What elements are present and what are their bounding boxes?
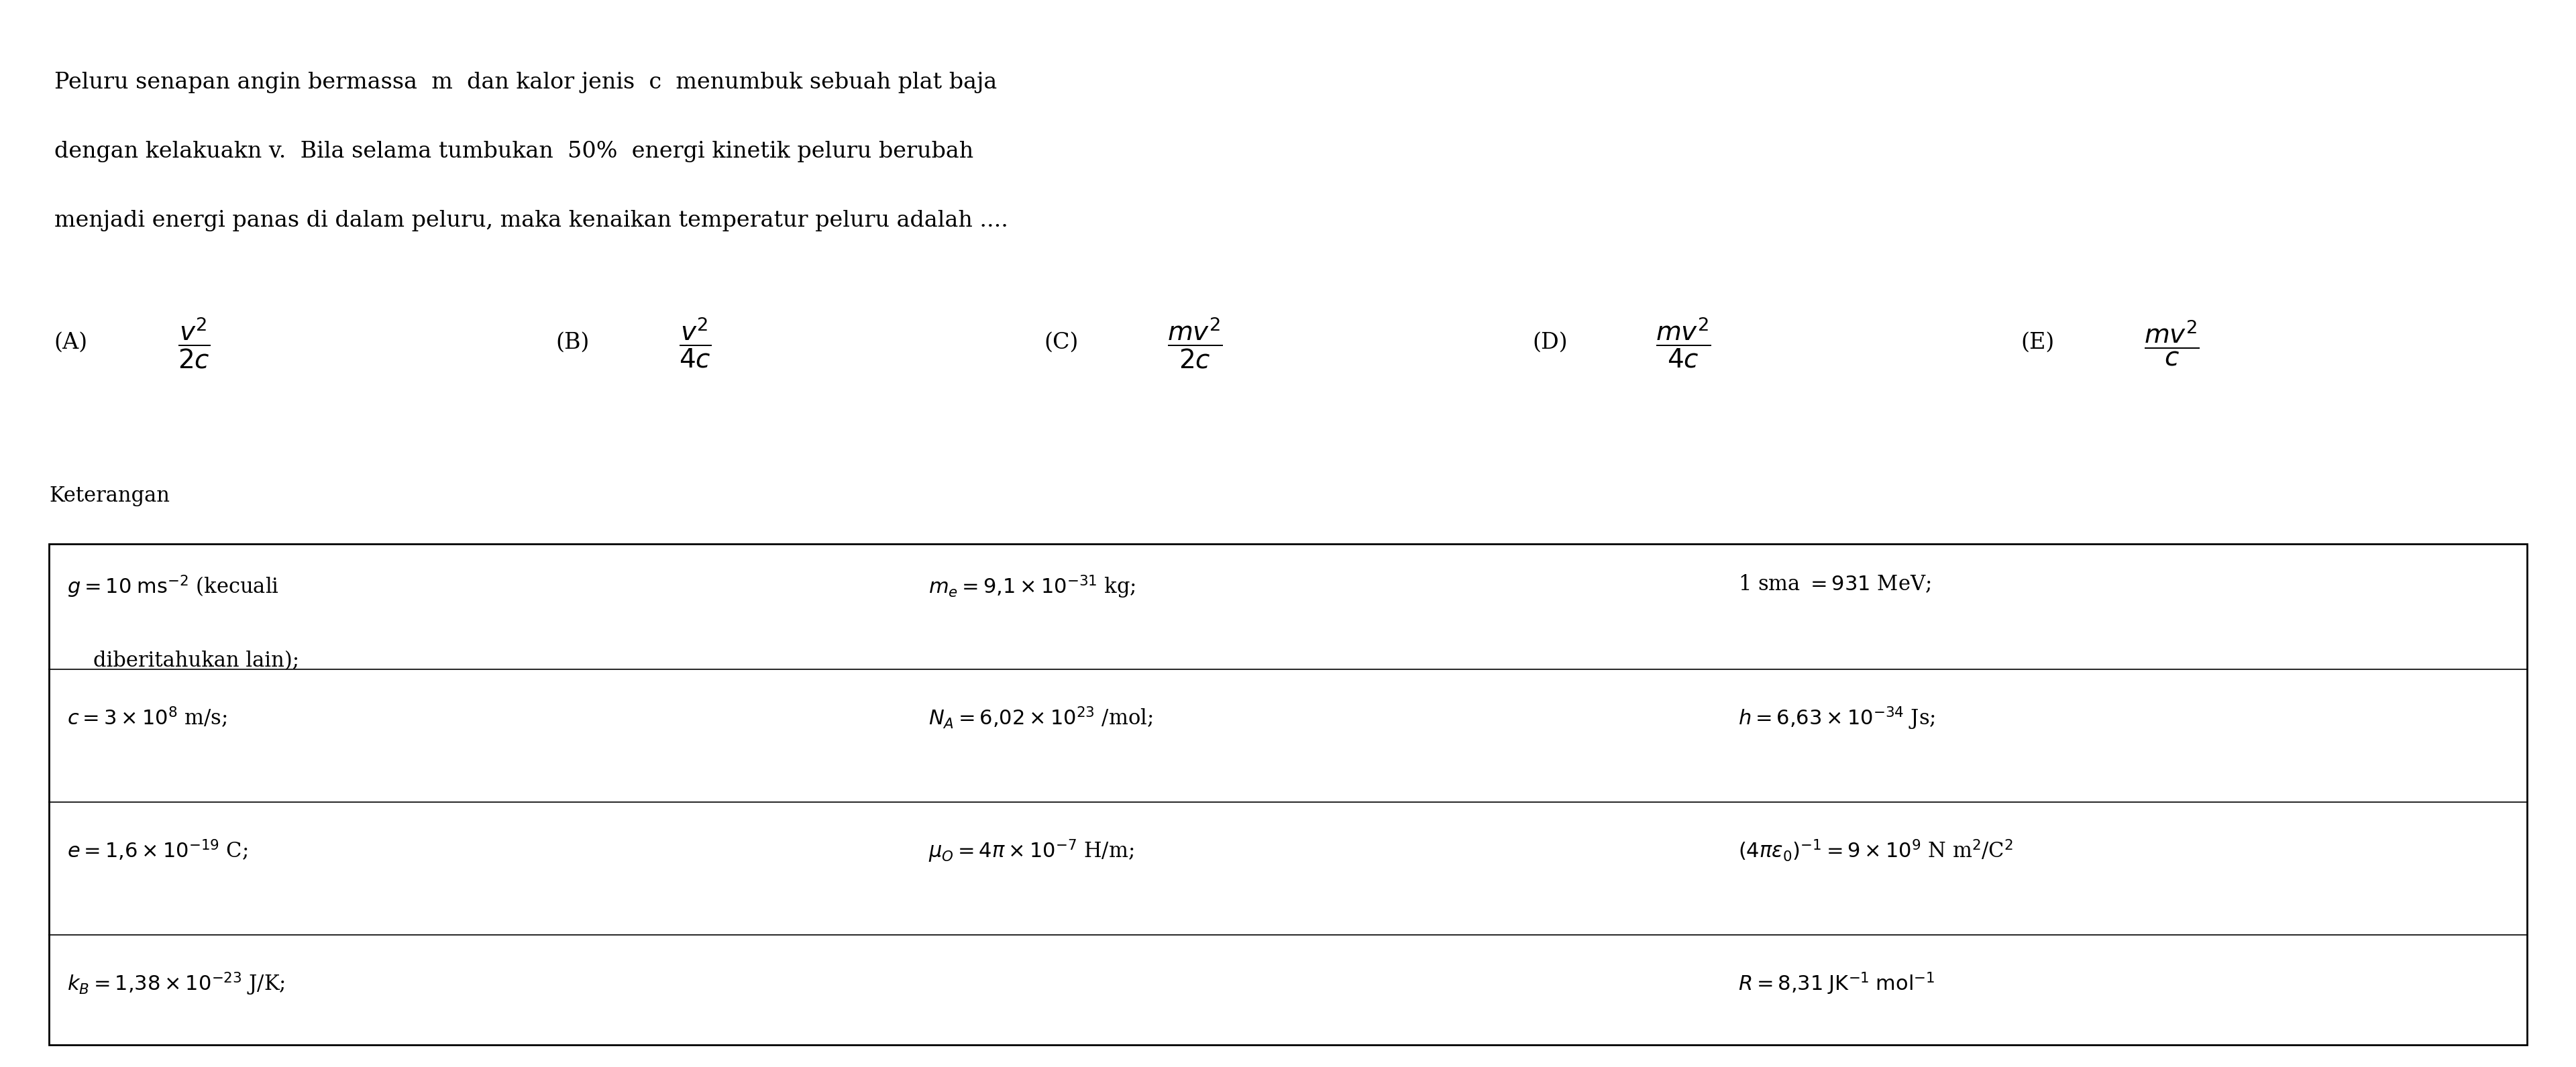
- Text: $g = 10 \; \mathrm{ms^{-2}}$ (kecuali: $g = 10 \; \mathrm{ms^{-2}}$ (kecuali: [67, 574, 278, 600]
- Text: menjadi energi panas di dalam peluru, maka kenaikan temperatur peluru adalah ...: menjadi energi panas di dalam peluru, ma…: [54, 210, 1007, 232]
- Text: $h = 6{,}63 \times 10^{-34}$ Js;: $h = 6{,}63 \times 10^{-34}$ Js;: [1739, 705, 1935, 732]
- Text: $N_{A} = 6{,}02 \times 10^{23}$ /mol;: $N_{A} = 6{,}02 \times 10^{23}$ /mol;: [927, 705, 1151, 731]
- Text: Keterangan: Keterangan: [49, 485, 170, 507]
- Text: 1 sma $= 931$ MeV;: 1 sma $= 931$ MeV;: [1739, 574, 1929, 595]
- Text: $\dfrac{mv^{2}}{2c}$: $\dfrac{mv^{2}}{2c}$: [1167, 315, 1224, 370]
- Text: $\mu_{O} = 4\pi \times 10^{-7}$ H/m;: $\mu_{O} = 4\pi \times 10^{-7}$ H/m;: [927, 838, 1133, 864]
- Text: $\dfrac{v^{2}}{2c}$: $\dfrac{v^{2}}{2c}$: [178, 315, 209, 370]
- Text: (C): (C): [1043, 332, 1079, 353]
- Text: $\dfrac{mv^{2}}{4c}$: $\dfrac{mv^{2}}{4c}$: [1656, 316, 1710, 369]
- Text: $(4\pi\varepsilon_{0})^{-1} = 9 \times 10^{9}$ N m$^{2}$/C$^{2}$: $(4\pi\varepsilon_{0})^{-1} = 9 \times 1…: [1739, 838, 2012, 863]
- Text: $\dfrac{mv^{2}}{c}$: $\dfrac{mv^{2}}{c}$: [2143, 318, 2200, 367]
- Text: diberitahukan lain);: diberitahukan lain);: [67, 650, 299, 671]
- Text: $e = 1{,}6 \times 10^{-19}$ C;: $e = 1{,}6 \times 10^{-19}$ C;: [67, 838, 247, 862]
- Text: dengan kelakuakn v.  Bila selama tumbukan  50%  energi kinetik peluru berubah: dengan kelakuakn v. Bila selama tumbukan…: [54, 141, 974, 162]
- Text: $k_{B} = 1{,}38 \times 10^{-23}$ J/K;: $k_{B} = 1{,}38 \times 10^{-23}$ J/K;: [67, 971, 286, 998]
- Text: $R = 8{,}31 \; \mathrm{JK^{-1} \; mol^{-1}}$: $R = 8{,}31 \; \mathrm{JK^{-1} \; mol^{-…: [1739, 971, 1935, 997]
- Text: Peluru senapan angin bermassa  m  dan kalor jenis  c  menumbuk sebuah plat baja: Peluru senapan angin bermassa m dan kalo…: [54, 71, 997, 93]
- Text: (B): (B): [556, 332, 590, 353]
- Text: $\dfrac{v^{2}}{4c}$: $\dfrac{v^{2}}{4c}$: [680, 316, 711, 369]
- Text: $c = 3 \times 10^{8}$ m/s;: $c = 3 \times 10^{8}$ m/s;: [67, 705, 227, 730]
- Text: (A): (A): [54, 332, 88, 353]
- Text: $m_{e} = 9{,}1 \times 10^{-31}$ kg;: $m_{e} = 9{,}1 \times 10^{-31}$ kg;: [927, 574, 1136, 601]
- Text: (E): (E): [2020, 332, 2053, 353]
- Bar: [49, 544, 2527, 1045]
- Text: (D): (D): [1533, 332, 1566, 353]
